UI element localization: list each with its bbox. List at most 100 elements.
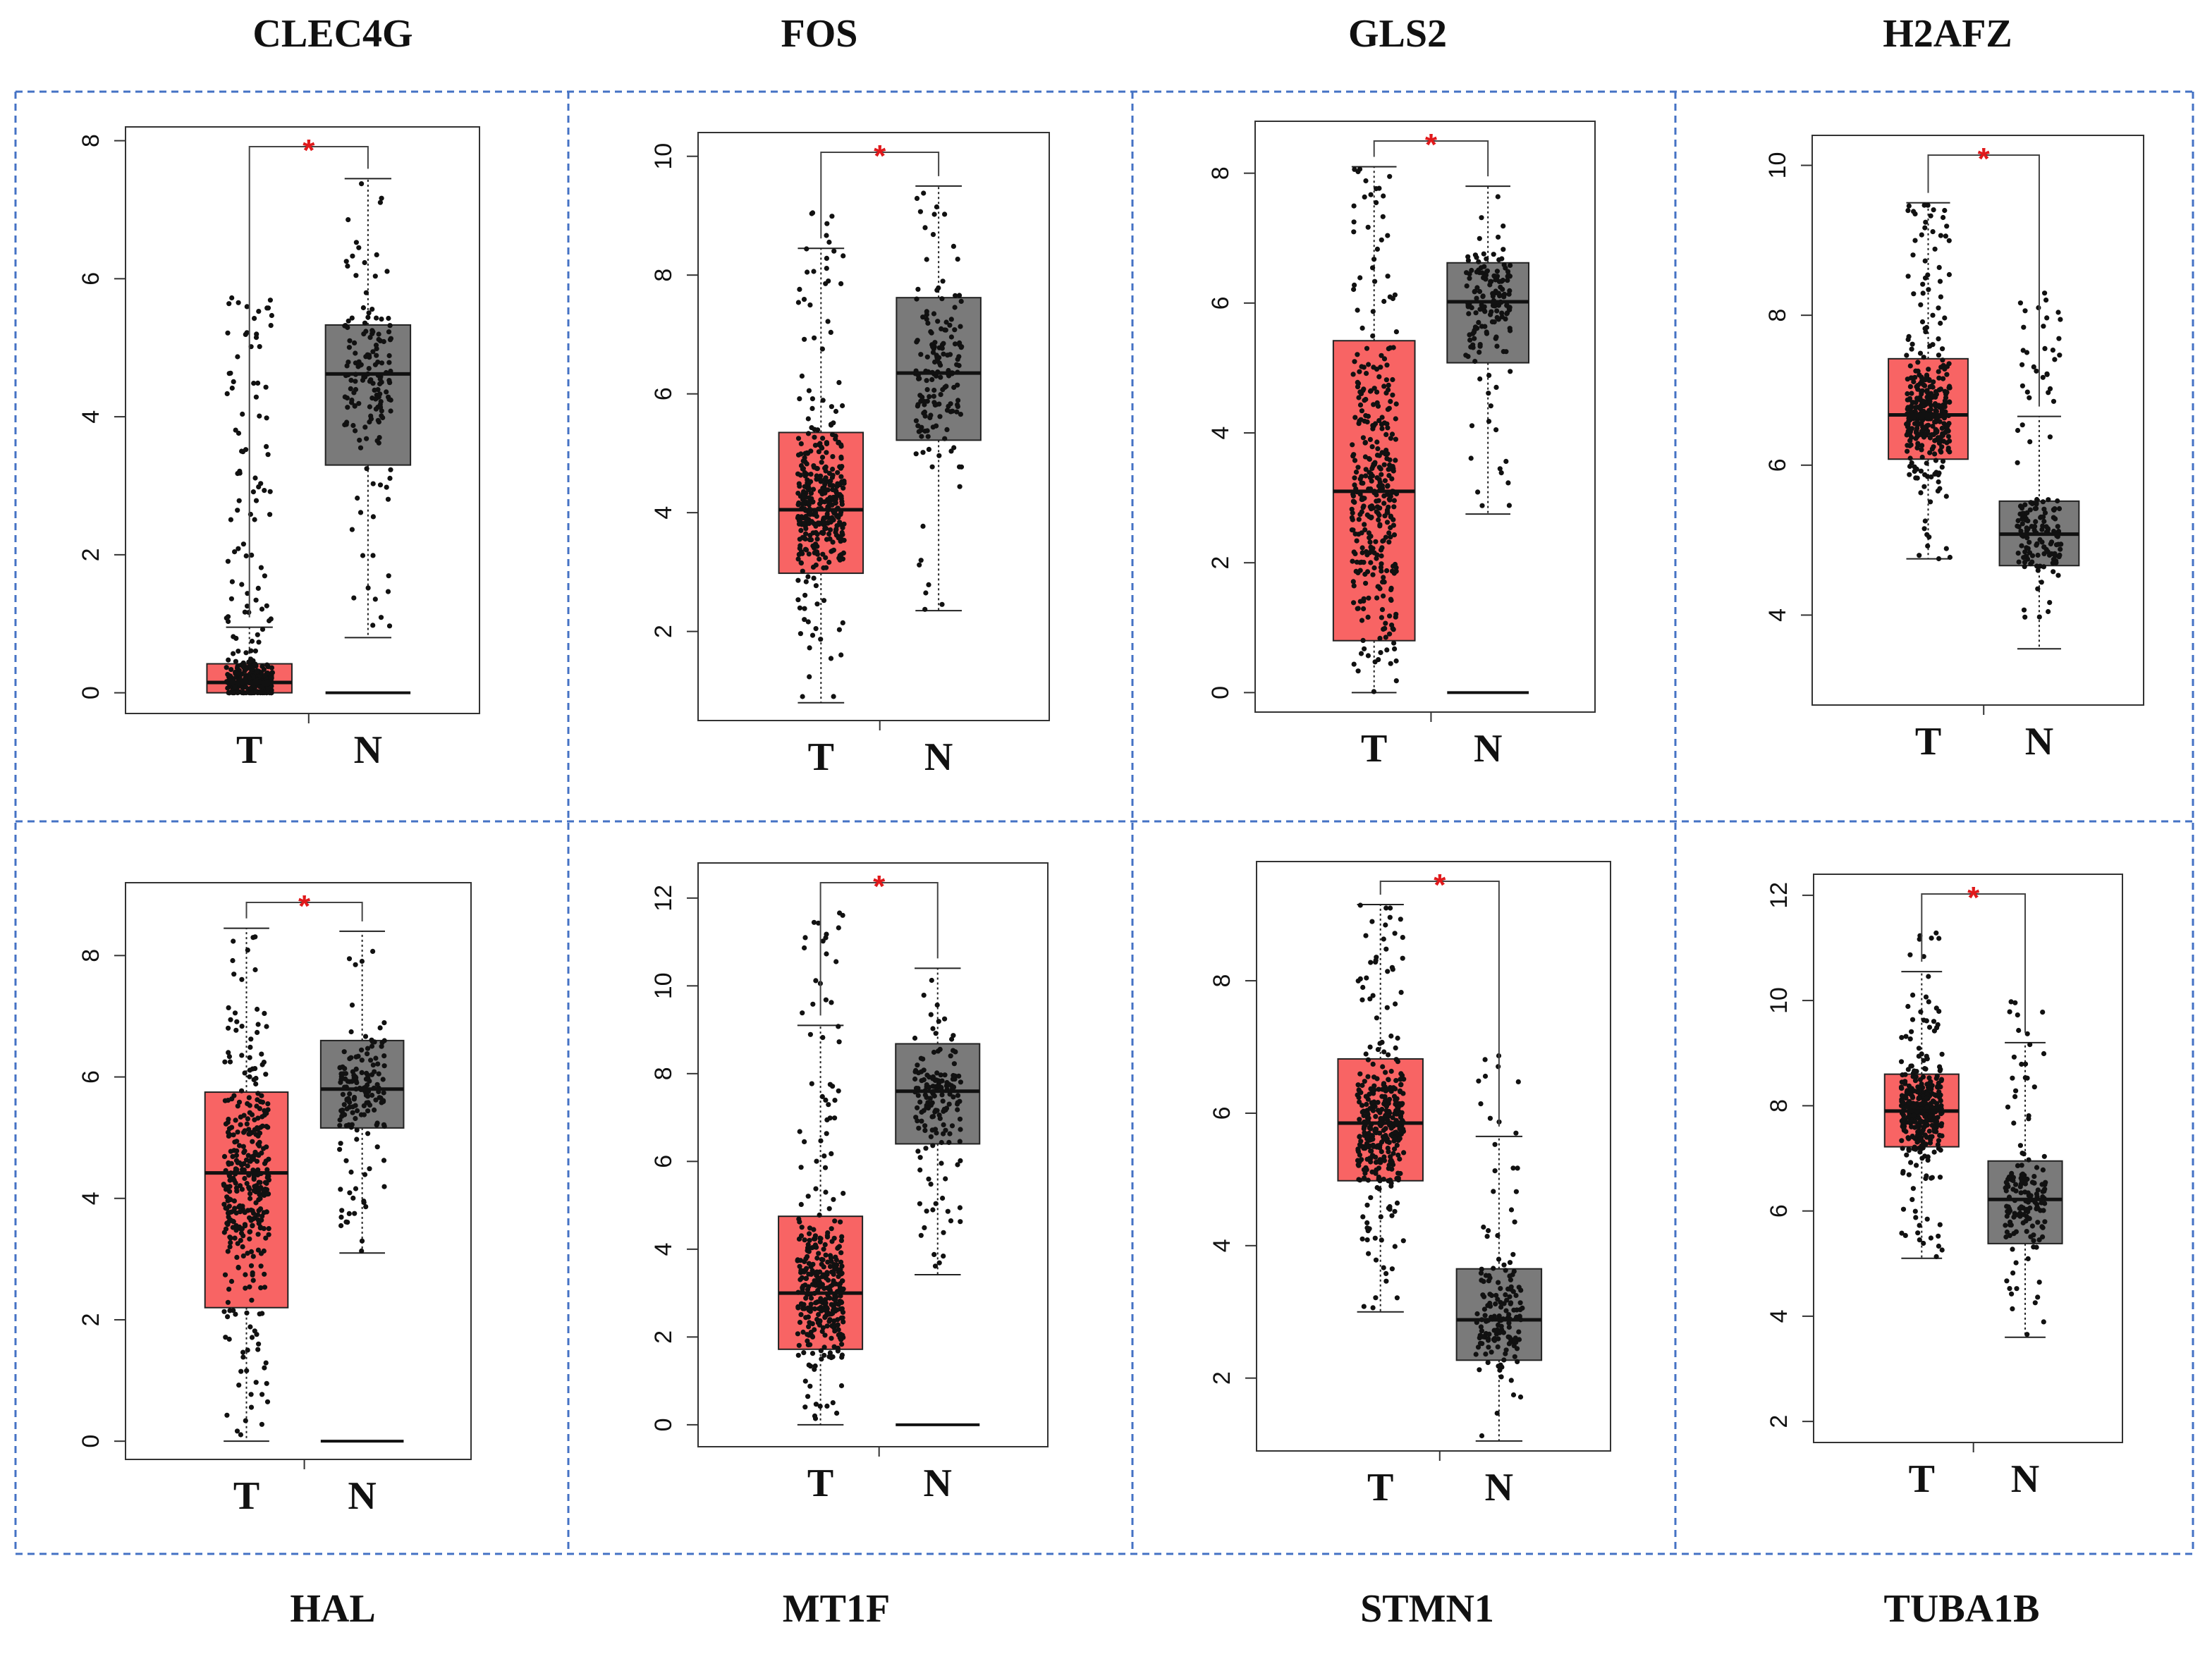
data-point xyxy=(931,1251,937,1257)
box-t xyxy=(1337,902,1424,1313)
data-point xyxy=(1393,458,1398,463)
data-point xyxy=(2031,1238,2036,1244)
data-point xyxy=(1917,1089,1922,1094)
data-point xyxy=(343,1219,349,1225)
data-point xyxy=(943,384,949,389)
data-point xyxy=(1371,386,1377,391)
data-point xyxy=(369,307,375,312)
data-point xyxy=(1376,1186,1382,1192)
data-point xyxy=(1939,425,1945,431)
data-point xyxy=(955,382,960,388)
data-point xyxy=(262,1010,267,1016)
data-point xyxy=(917,209,923,214)
data-point xyxy=(246,1095,252,1101)
data-point xyxy=(370,623,376,628)
data-point xyxy=(263,384,269,390)
data-point xyxy=(835,481,841,486)
data-point xyxy=(1936,403,1942,408)
data-point xyxy=(353,1115,358,1122)
data-point xyxy=(1472,358,1478,365)
data-point xyxy=(1935,1122,1941,1128)
plot-frame xyxy=(125,126,480,714)
data-point xyxy=(806,1284,812,1289)
bracket-line xyxy=(248,146,369,618)
data-point xyxy=(1501,262,1507,268)
data-point xyxy=(384,484,389,490)
data-point xyxy=(223,1335,228,1340)
data-point xyxy=(1391,522,1396,528)
data-point xyxy=(919,1118,924,1124)
data-point xyxy=(2022,1175,2027,1181)
data-point xyxy=(1477,376,1483,382)
data-point xyxy=(264,1191,270,1196)
data-point xyxy=(364,436,369,441)
data-point xyxy=(806,1271,812,1277)
data-point xyxy=(1905,208,1911,214)
data-point xyxy=(1374,400,1380,406)
data-point xyxy=(228,1217,233,1223)
data-point xyxy=(1370,333,1376,339)
data-point xyxy=(812,335,817,341)
data-point xyxy=(807,495,812,501)
data-point xyxy=(236,1264,241,1270)
data-point xyxy=(946,1139,952,1145)
data-point xyxy=(1923,1141,1929,1147)
data-point xyxy=(1481,251,1486,257)
data-point xyxy=(931,1093,937,1099)
data-point xyxy=(1391,1085,1396,1091)
data-point xyxy=(233,1117,238,1123)
data-point xyxy=(1505,310,1510,316)
data-point xyxy=(256,1341,262,1347)
data-point xyxy=(1371,423,1376,429)
data-point xyxy=(265,1101,271,1107)
data-point xyxy=(1912,238,1918,243)
data-point xyxy=(1921,1058,1926,1063)
data-point xyxy=(1933,930,1939,936)
data-point xyxy=(1506,1312,1512,1318)
data-point xyxy=(228,517,233,522)
data-point xyxy=(2039,580,2044,585)
data-point xyxy=(347,1091,353,1097)
data-point xyxy=(239,448,245,454)
data-point xyxy=(915,338,920,343)
data-point xyxy=(1380,1064,1386,1070)
data-point xyxy=(243,666,249,672)
data-point xyxy=(253,1200,259,1206)
data-point xyxy=(936,453,942,458)
data-point xyxy=(231,651,236,656)
data-point xyxy=(942,212,948,217)
data-point xyxy=(377,1025,383,1031)
data-point xyxy=(1905,1003,1911,1010)
data-point xyxy=(1375,446,1381,452)
data-point xyxy=(1388,398,1393,405)
data-point xyxy=(944,427,950,433)
data-point xyxy=(2041,1208,2046,1213)
plot-frame xyxy=(1256,861,1611,1452)
data-point xyxy=(1480,1292,1486,1298)
data-point xyxy=(235,508,240,513)
data-point xyxy=(2029,524,2034,529)
data-point xyxy=(225,1249,231,1254)
data-point xyxy=(226,657,231,663)
data-point xyxy=(239,1024,245,1029)
data-point xyxy=(836,1088,841,1094)
data-point xyxy=(1380,579,1386,585)
data-point xyxy=(370,553,376,558)
data-point xyxy=(1479,215,1484,221)
data-point xyxy=(2003,1223,2008,1228)
data-point xyxy=(1386,539,1392,545)
data-point xyxy=(1928,213,1933,219)
data-point xyxy=(265,1125,271,1130)
data-point xyxy=(814,601,820,607)
data-point xyxy=(1922,472,1928,477)
significance-star: * xyxy=(1434,868,1446,902)
data-point xyxy=(819,1328,825,1335)
data-point xyxy=(1351,203,1357,209)
data-point xyxy=(245,1347,250,1353)
data-point xyxy=(1481,304,1487,310)
significance-bracket: * xyxy=(1927,142,2040,407)
data-point xyxy=(1351,229,1357,235)
data-point xyxy=(2020,510,2026,516)
data-point xyxy=(948,448,954,454)
data-point xyxy=(1936,353,1941,358)
